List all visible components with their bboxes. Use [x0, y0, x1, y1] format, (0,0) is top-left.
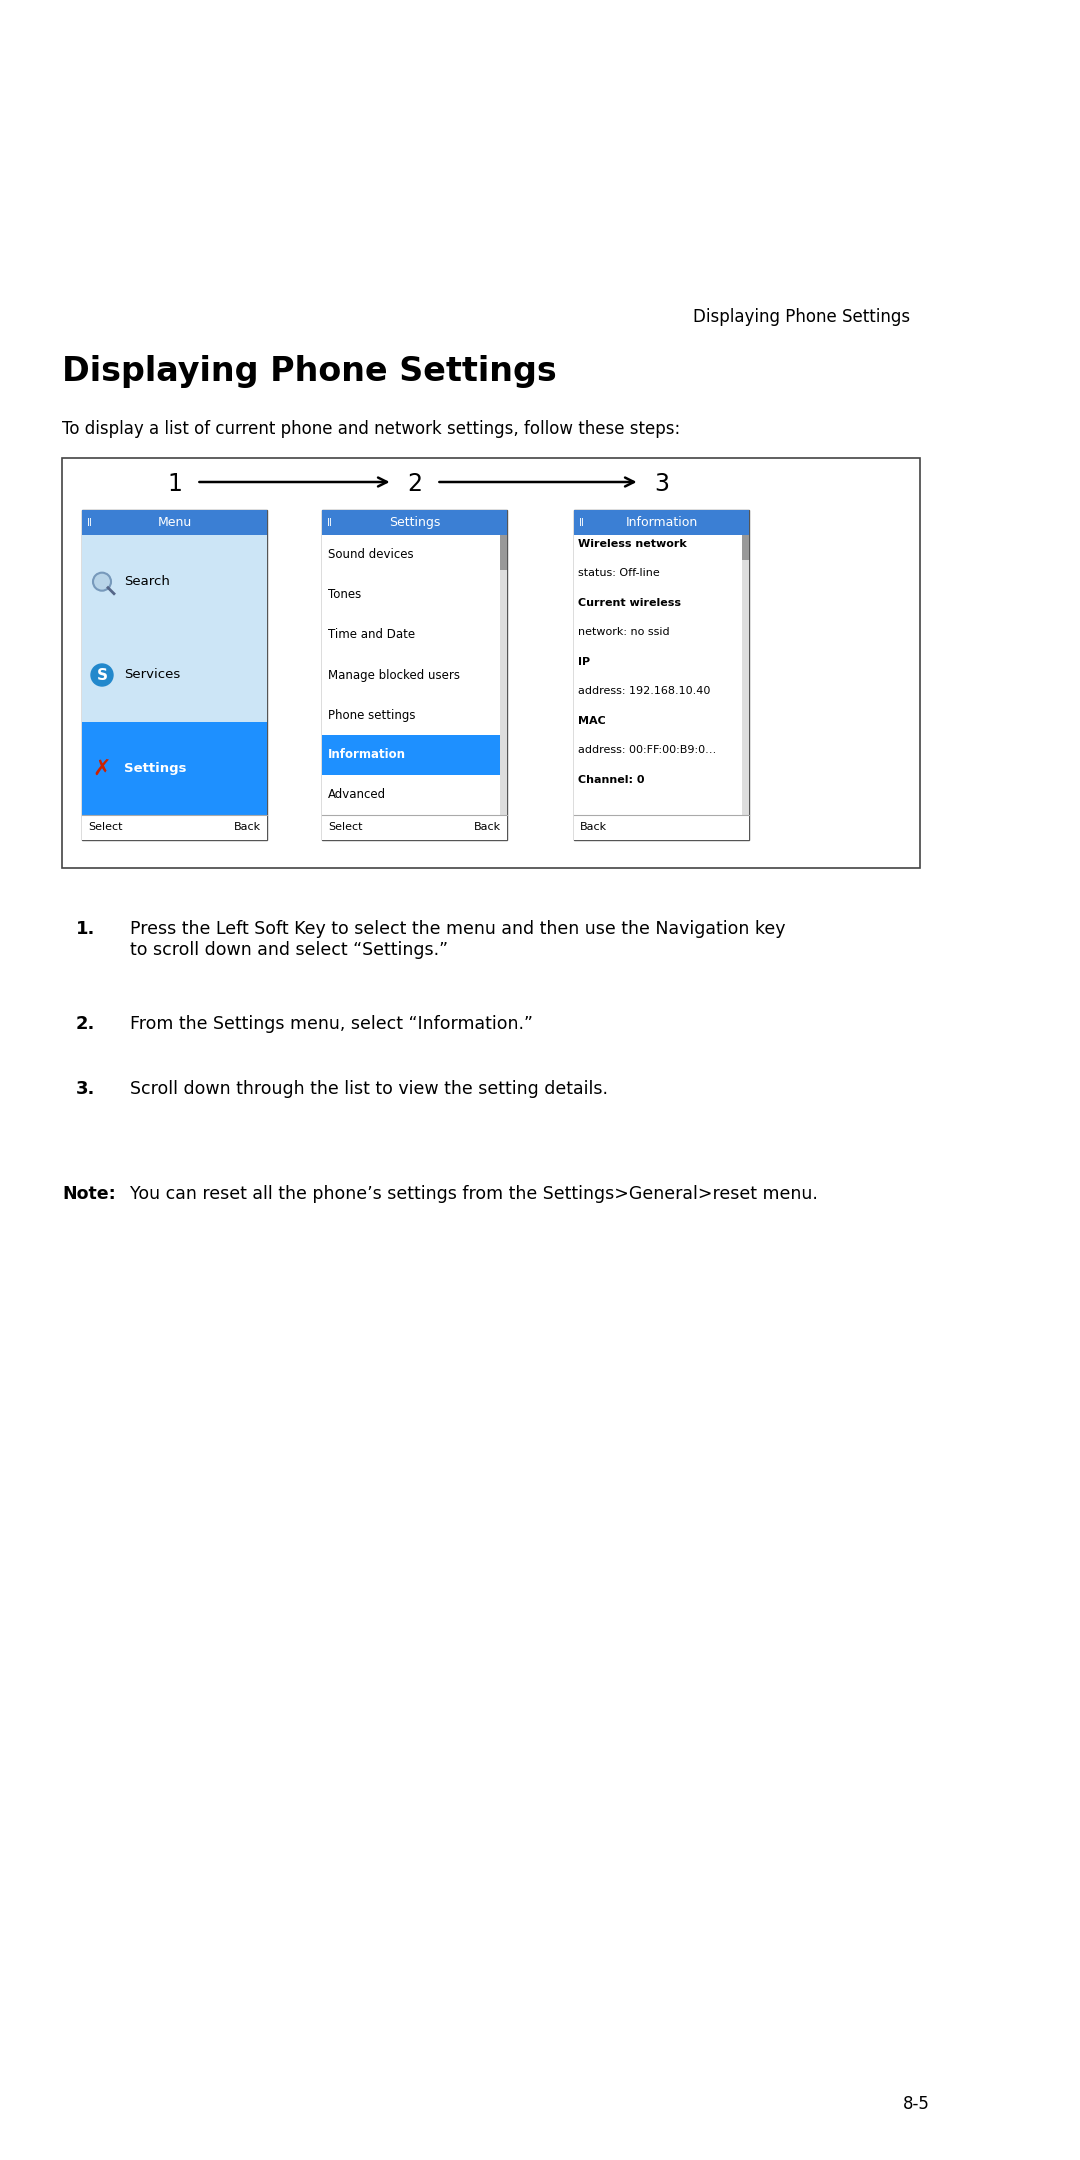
- Text: 8-5: 8-5: [903, 2095, 930, 2112]
- Text: Information: Information: [328, 750, 406, 762]
- Text: Settings: Settings: [124, 762, 187, 775]
- Bar: [742, 536, 750, 814]
- Text: Select: Select: [328, 823, 363, 832]
- Text: 3: 3: [654, 473, 669, 497]
- Bar: [573, 814, 750, 840]
- Text: Ⅱ: Ⅱ: [327, 518, 332, 527]
- Bar: [62, 458, 920, 868]
- Text: Information: Information: [625, 516, 698, 529]
- Bar: [82, 814, 267, 840]
- Text: Advanced: Advanced: [328, 788, 387, 801]
- Text: From the Settings menu, select “Information.”: From the Settings menu, select “Informat…: [130, 1015, 534, 1032]
- Text: To display a list of current phone and network settings, follow these steps:: To display a list of current phone and n…: [62, 419, 680, 438]
- Text: 3.: 3.: [76, 1080, 95, 1097]
- Text: Manage blocked users: Manage blocked users: [328, 667, 460, 683]
- Text: Services: Services: [124, 667, 180, 683]
- Text: 1.: 1.: [76, 920, 95, 937]
- Text: ✗: ✗: [93, 758, 111, 778]
- Bar: [82, 510, 267, 840]
- Bar: [322, 814, 507, 840]
- Bar: [500, 536, 507, 814]
- Bar: [322, 536, 507, 814]
- Circle shape: [93, 572, 111, 590]
- Text: Wireless network: Wireless network: [578, 540, 687, 549]
- Text: Phone settings: Phone settings: [328, 708, 416, 721]
- Text: Search: Search: [124, 575, 170, 588]
- Text: Sound devices: Sound devices: [328, 549, 414, 562]
- Text: 2: 2: [407, 473, 422, 497]
- Text: Back: Back: [474, 823, 501, 832]
- Text: Displaying Phone Settings: Displaying Phone Settings: [62, 354, 557, 389]
- Text: address: 192.168.10.40: address: 192.168.10.40: [578, 687, 711, 696]
- Bar: [500, 536, 507, 570]
- Text: Menu: Menu: [158, 516, 191, 529]
- Text: MAC: MAC: [578, 715, 606, 726]
- Bar: [573, 510, 750, 536]
- Text: S: S: [96, 667, 108, 683]
- Text: Settings: Settings: [389, 516, 441, 529]
- Text: address: 00:FF:00:B9:0…: address: 00:FF:00:B9:0…: [578, 745, 716, 756]
- Text: Back: Back: [234, 823, 261, 832]
- Text: 1: 1: [167, 473, 181, 497]
- Bar: [82, 510, 267, 536]
- Text: Channel: 0: Channel: 0: [578, 775, 645, 784]
- Text: network: no ssid: network: no ssid: [578, 626, 670, 637]
- Bar: [573, 510, 750, 840]
- Bar: [742, 536, 750, 559]
- Text: Time and Date: Time and Date: [328, 629, 415, 642]
- Text: Press the Left Soft Key to select the menu and then use the Navigation key
to sc: Press the Left Soft Key to select the me…: [130, 920, 785, 959]
- Text: Ⅱ: Ⅱ: [579, 518, 584, 527]
- Text: IP: IP: [578, 657, 590, 667]
- Bar: [322, 734, 500, 775]
- Text: Displaying Phone Settings: Displaying Phone Settings: [693, 309, 910, 326]
- Text: Scroll down through the list to view the setting details.: Scroll down through the list to view the…: [130, 1080, 608, 1097]
- Text: status: Off-line: status: Off-line: [578, 568, 660, 579]
- Text: Note:: Note:: [62, 1186, 116, 1203]
- Circle shape: [91, 663, 113, 687]
- Text: Ⅱ: Ⅱ: [87, 518, 92, 527]
- Text: Back: Back: [580, 823, 607, 832]
- Text: Select: Select: [87, 823, 122, 832]
- Text: You can reset all the phone’s settings from the Settings>General>reset menu.: You can reset all the phone’s settings f…: [130, 1186, 818, 1203]
- Bar: [573, 536, 750, 814]
- Text: Current wireless: Current wireless: [578, 598, 681, 607]
- Bar: [82, 536, 267, 814]
- Bar: [322, 510, 507, 840]
- Bar: [322, 510, 507, 536]
- Text: Tones: Tones: [328, 588, 361, 600]
- Text: 2.: 2.: [76, 1015, 95, 1032]
- Bar: [82, 721, 267, 814]
